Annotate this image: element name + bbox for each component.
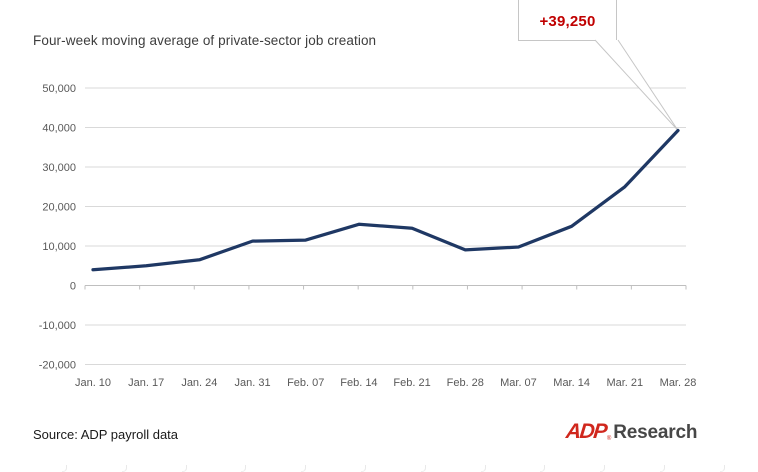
registered-mark-icon: ® <box>606 436 612 442</box>
source-note: Source: ADP payroll data <box>33 427 179 442</box>
y-axis-label: 20,000 <box>42 202 76 214</box>
edge-artifact-mark <box>181 465 187 472</box>
x-axis-label: Feb. 14 <box>340 377 377 389</box>
cropped-edge-artifacts <box>0 463 758 472</box>
y-axis-label: 30,000 <box>42 162 76 174</box>
edge-artifact-mark <box>660 465 665 472</box>
y-axis-label: 10,000 <box>42 241 76 253</box>
x-axis-label: Feb. 21 <box>393 377 430 389</box>
series-line <box>91 128 680 272</box>
x-axis-label: Feb. 28 <box>447 377 484 389</box>
x-axis-label: Mar. 14 <box>553 377 590 389</box>
edge-artifact-mark <box>241 465 247 472</box>
y-axis-label: 0 <box>70 281 76 293</box>
x-axis-label: Mar. 21 <box>606 377 643 389</box>
chart-title: Four-week moving average of private-sect… <box>33 33 377 48</box>
x-axis-label: Jan. 17 <box>128 377 164 389</box>
y-axis-label: -10,000 <box>39 320 76 332</box>
logo-research-text: Research <box>613 422 698 443</box>
edge-artifact-mark <box>540 465 546 472</box>
edge-artifact-mark <box>600 465 606 472</box>
edge-artifact-mark <box>121 465 127 472</box>
adp-logo-icon: ADP <box>564 420 608 443</box>
callout-box: +39,250 <box>518 0 617 41</box>
x-axis-label: Jan. 24 <box>181 377 217 389</box>
edge-artifact-mark <box>361 465 366 472</box>
adp-research-logo: ADP ® Research <box>564 420 698 444</box>
callout-value: +39,250 <box>539 12 596 30</box>
y-axis-label: -20,000 <box>39 360 76 372</box>
callout-pointer <box>594 39 679 131</box>
x-axis-label: Jan. 10 <box>75 377 111 389</box>
edge-artifact-mark <box>301 465 307 472</box>
edge-artifact-mark <box>719 465 725 472</box>
x-axis-label: Mar. 28 <box>660 377 697 389</box>
x-axis-label: Jan. 31 <box>234 377 270 389</box>
edge-artifact-mark <box>480 465 486 472</box>
x-axis-label: Mar. 07 <box>500 377 537 389</box>
y-axis-label: 50,000 <box>42 83 76 95</box>
y-axis-label: 40,000 <box>42 123 76 135</box>
edge-artifact-mark <box>62 465 67 472</box>
x-axis-label: Feb. 07 <box>287 377 324 389</box>
edge-artifact-mark <box>420 465 426 472</box>
